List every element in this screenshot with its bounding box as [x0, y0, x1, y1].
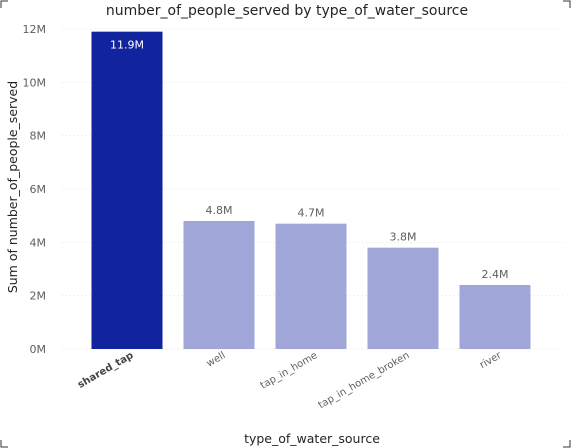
y-tick-label: 10M [23, 76, 47, 89]
x-axis-ticks: shared_tap well tap_in_hometap_in_home_bro… [76, 350, 504, 412]
x-axis-title: type_of_water_source [244, 431, 380, 446]
chart-title: number_of_people_served by type_of_water… [106, 3, 468, 19]
data-label: 3.8M [390, 231, 417, 244]
y-tick-label: 0M [30, 343, 47, 356]
x-tick-label: tap_in_home_broken [317, 350, 412, 411]
x-tick-label: shared_tap [76, 350, 136, 391]
bar-shared-tap[interactable] [91, 31, 163, 350]
data-labels: 11.9M 4.8M 4.7M 3.8M 2.4M [110, 39, 508, 281]
data-label: 11.9M [110, 39, 144, 52]
y-tick-label: 2M [30, 290, 47, 303]
x-tick-label: tap_in_home [259, 350, 320, 391]
y-axis-ticks: 0M 2M 4M 6M 8M 10M 12M [23, 23, 47, 356]
data-label: 4.7M [298, 207, 325, 220]
y-axis-title: Sum of number_of_people_served [5, 81, 20, 293]
bars [91, 31, 531, 350]
x-tick-label: well [205, 350, 228, 369]
y-tick-label: 8M [30, 130, 47, 143]
data-label: 2.4M [482, 268, 509, 281]
bar-tap-in-home-broken[interactable] [367, 247, 439, 349]
bar-river[interactable] [459, 285, 531, 349]
data-label: 4.8M [206, 204, 233, 217]
x-tick-label: river [478, 350, 504, 372]
bar-tap-in-home[interactable] [275, 223, 347, 349]
bar-well[interactable] [183, 221, 255, 349]
y-tick-label: 4M [30, 236, 47, 249]
y-tick-label: 6M [30, 183, 47, 196]
y-tick-label: 12M [23, 23, 47, 36]
